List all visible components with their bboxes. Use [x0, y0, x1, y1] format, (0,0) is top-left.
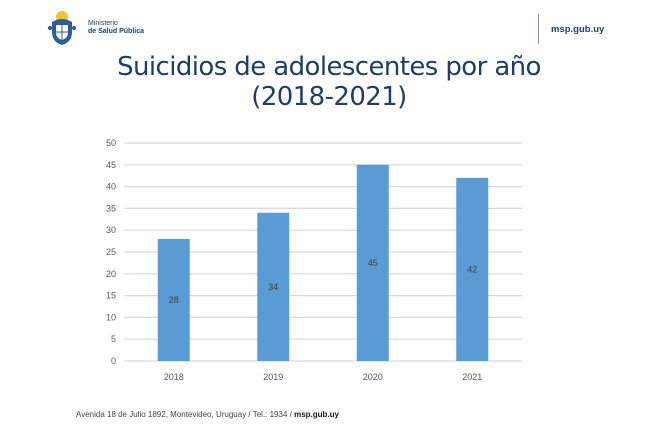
coat-of-arms-icon [48, 11, 76, 45]
header-divider [538, 14, 539, 44]
slide-title: Suicidios de adolescentes por año (2018-… [0, 52, 658, 112]
title-line1: Suicidios de adolescentes por año [117, 52, 541, 82]
header-site-link[interactable]: msp.gub.uy [551, 24, 605, 35]
y-tick-label: 40 [106, 182, 116, 192]
y-tick-label: 25 [106, 247, 116, 257]
footer-site-link[interactable]: msp.gub.uy [294, 410, 339, 419]
bar-2021 [456, 177, 489, 361]
y-tick-label: 30 [106, 225, 116, 235]
data-label: 34 [268, 282, 278, 292]
x-tick-label: 2020 [363, 372, 383, 382]
y-tick-label: 35 [106, 203, 116, 213]
footer-address-text: Avenida 18 de Julio 1892, Montevideo, Ur… [76, 410, 295, 419]
x-tick-label: 2019 [263, 372, 283, 382]
y-tick-label: 10 [106, 312, 116, 322]
x-tick-label: 2021 [462, 372, 482, 382]
y-tick-label: 5 [111, 334, 116, 344]
data-label: 42 [467, 264, 477, 274]
y-tick-label: 15 [106, 291, 116, 301]
footer-address: Avenida 18 de Julio 1892, Montevideo, Ur… [76, 410, 339, 419]
ministry-line2: de Salud Pública [88, 28, 145, 35]
bar-2019 [257, 212, 290, 361]
data-label: 45 [368, 258, 378, 268]
ministry-line1: Ministerio [88, 20, 118, 27]
y-tick-label: 0 [111, 356, 116, 366]
y-tick-label: 20 [106, 269, 116, 279]
title-line2: (2018-2021) [251, 82, 407, 112]
x-tick-label: 2018 [164, 372, 184, 382]
y-tick-label: 50 [106, 138, 116, 148]
bar-2020 [356, 164, 389, 361]
data-label: 28 [169, 295, 179, 305]
y-tick-label: 45 [106, 160, 116, 170]
bar-2018 [157, 238, 190, 361]
ministry-logo-text: Ministerio de Salud Pública [88, 20, 144, 36]
